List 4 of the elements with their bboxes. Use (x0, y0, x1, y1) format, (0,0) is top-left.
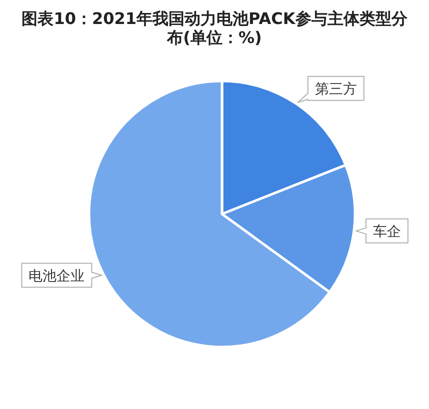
slice-label: 电池企业 (28, 268, 85, 284)
chart-title: 图表10：2021年我国动力电池PACK参与主体类型分布(单位：%) (20, 9, 408, 47)
slice-label: 车企 (372, 224, 401, 240)
slice-label: 第三方 (314, 81, 357, 98)
